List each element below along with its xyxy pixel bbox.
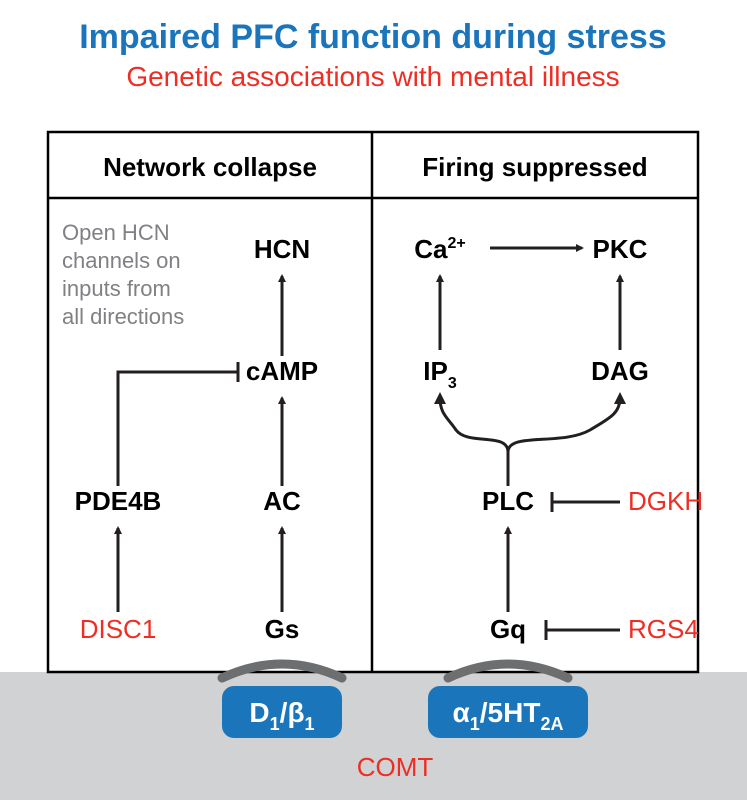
node-disc1: DISC1 — [80, 614, 157, 644]
heading-left: Network collapse — [103, 152, 317, 182]
title-line-2: Genetic associations with mental illness — [126, 61, 619, 92]
note-line-3: inputs from — [62, 276, 171, 301]
node-gq: Gq — [490, 614, 526, 644]
node-ac: AC — [263, 486, 301, 516]
node-dag: DAG — [591, 356, 649, 386]
note-line-4: all directions — [62, 304, 184, 329]
node-camp: cAMP — [246, 356, 318, 386]
node-pde4b: PDE4B — [75, 486, 162, 516]
heading-right: Firing suppressed — [422, 152, 647, 182]
node-comt: COMT — [357, 752, 434, 782]
note-line-1: Open HCN — [62, 220, 170, 245]
node-pkc: PKC — [593, 234, 648, 264]
note-line-2: channels on — [62, 248, 181, 273]
node-gs: Gs — [265, 614, 300, 644]
node-rgs4: RGS4 — [628, 614, 699, 644]
title-line-1: Impaired PFC function during stress — [79, 18, 667, 56]
node-dgkh: DGKH — [628, 486, 703, 516]
diagram-canvas: Impaired PFC function during stress Gene… — [0, 0, 747, 800]
node-plc: PLC — [482, 486, 534, 516]
node-hcn: HCN — [254, 234, 310, 264]
